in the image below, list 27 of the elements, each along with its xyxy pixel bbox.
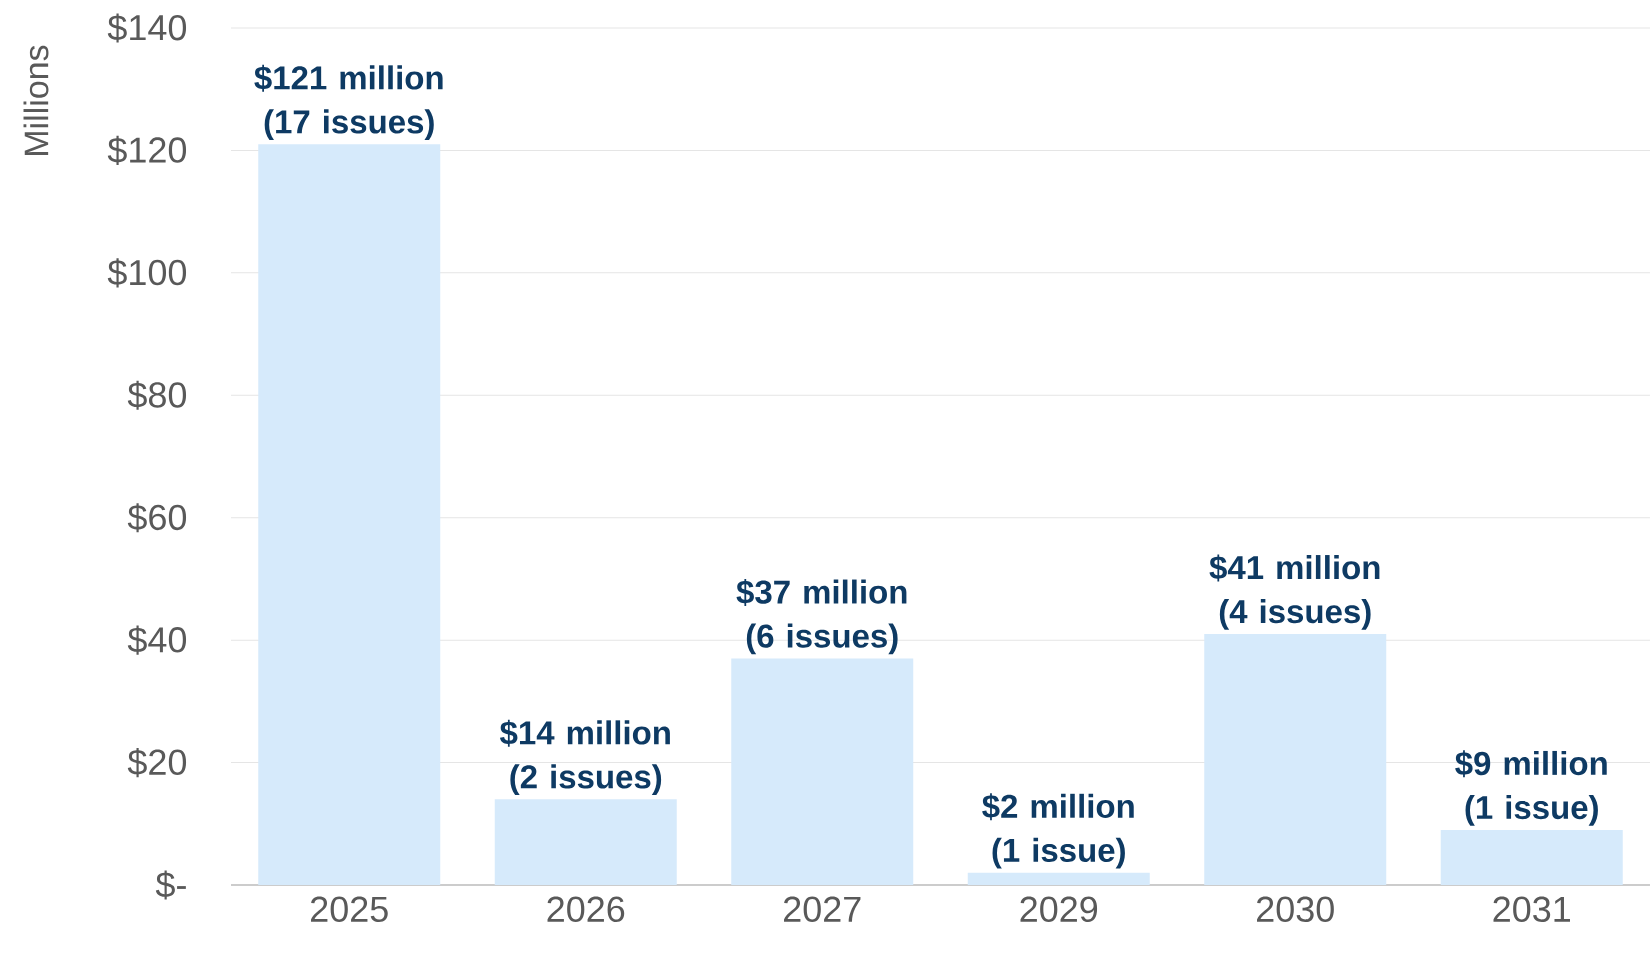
- annotation: $41 million (4 issues): [1209, 554, 1380, 630]
- y-tick-label: $80: [127, 380, 187, 410]
- bar: [967, 872, 1150, 885]
- y-tick-label: $120: [107, 135, 187, 165]
- bar: [1204, 634, 1387, 885]
- y-tick-label: $20: [127, 748, 187, 778]
- annotation: $2 million (1 issue): [982, 793, 1134, 869]
- y-tick-label: $40: [127, 625, 187, 655]
- x-tick-label: 2029: [1020, 896, 1098, 923]
- y-tick-label: $60: [127, 503, 187, 533]
- annotation: $9 million (1 issue): [1455, 750, 1607, 826]
- y-tick-label: $140: [107, 13, 187, 43]
- bar: [1440, 829, 1623, 885]
- y-axis-title: Millions: [23, 45, 49, 155]
- x-tick-label: 2027: [784, 896, 861, 923]
- x-tick-label: 2025: [311, 896, 388, 923]
- x-tick-label: 2031: [1493, 896, 1570, 923]
- bar: [258, 144, 441, 885]
- bar: [731, 658, 914, 885]
- y-tick-label: $100: [107, 258, 187, 288]
- x-tick-label: 2026: [547, 896, 625, 923]
- bar: [494, 799, 677, 885]
- annotation: $121 million (17 issues): [254, 64, 443, 141]
- annotation: $14 million (2 issues): [499, 719, 670, 796]
- annotation: $37 million (6 issues): [736, 578, 907, 655]
- x-tick-label: 2030: [1257, 896, 1334, 923]
- y-tick-label: $-: [155, 870, 186, 900]
